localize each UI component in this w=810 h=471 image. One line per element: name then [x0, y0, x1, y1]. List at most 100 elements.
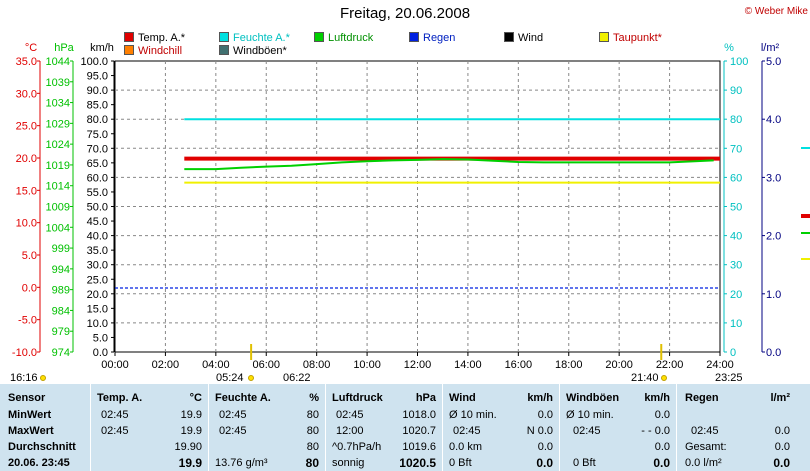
stats-gust-avg: 0.0 — [654, 441, 670, 453]
legend-pressure-label: Luftdruck — [328, 32, 374, 44]
stats-col-temp: Temp. A. °C 02:45 19.9 02:45 19.9 19.90 … — [90, 384, 208, 471]
stats-humidity-max: 80 — [306, 425, 319, 437]
x-tick-label-2: 04:00 — [202, 359, 230, 371]
stats-wind-avg: 0.0 — [537, 441, 553, 453]
humidity-tick-label-7: 30 — [730, 260, 742, 272]
wind-tick-label-7: 65.0 — [87, 158, 108, 170]
stats-row-current: 20.06. 23:45 — [8, 457, 70, 469]
pressure-tick-label-2: 1034 — [46, 98, 70, 110]
wind-tick-label-4: 80.0 — [87, 114, 108, 126]
rain-unit-label: l/m² — [761, 42, 780, 54]
stats-col-wind: Wind km/h Ø 10 min. 0.0 02:45 N 0.0 0.0 … — [442, 384, 559, 471]
stats-pressure-trend: ^0.7hPa/h — [332, 441, 382, 453]
wind-tick-label-1: 95.0 — [87, 71, 108, 83]
pressure-tick-label-6: 1014 — [46, 181, 70, 193]
wind-tick-label-9: 55.0 — [87, 187, 108, 199]
stats-col-rain: Regen l/m² 02:45 0.0 Gesamt: 0.0 0.0 l/m… — [676, 384, 796, 471]
stats-pressure-current: 1020.5 — [399, 456, 436, 470]
stats-temp-max: 19.9 — [180, 425, 202, 437]
stats-wind-avg-label: Ø 10 min. — [449, 409, 497, 421]
humidity-tick-label-9: 10 — [730, 318, 742, 330]
stats-humidity-title: Feuchte A. — [215, 392, 271, 404]
humidity-tick-label-10: 0 — [730, 347, 736, 359]
x-tick-label-9: 18:00 — [555, 359, 583, 371]
stats-rain-title: Regen — [685, 392, 719, 404]
humidity-tick-label-5: 50 — [730, 202, 742, 214]
pressure-tick-label-11: 989 — [52, 285, 70, 297]
x-tick-label-3: 06:00 — [252, 359, 280, 371]
pressure-tick-label-8: 1004 — [46, 222, 70, 234]
stats-humidity-max-time: 02:45 — [219, 425, 247, 437]
temp-unit-label: °C — [25, 42, 37, 54]
chart-title: Freitag, 20.06.2008 — [339, 5, 471, 22]
legend-dewpoint-swatch — [599, 32, 609, 42]
humidity-tick-label-2: 80 — [730, 114, 742, 126]
legend-pressure: Luftdruck — [314, 32, 373, 44]
stats-pressure-min-time: 02:45 — [336, 409, 364, 421]
legend-humidity-swatch — [219, 32, 229, 42]
x-tick-label-8: 16:00 — [505, 359, 533, 371]
stats-rain-current: 0.0 — [773, 456, 790, 470]
temp-tick-label-8: -5.0 — [18, 315, 37, 327]
legend-wind-swatch — [504, 32, 514, 42]
legend-rain: Regen — [409, 32, 455, 44]
stats-gust-title: Windböen — [566, 392, 620, 404]
x-tick-label-11: 22:00 — [656, 359, 684, 371]
stats-gust-max-time: 02:45 — [573, 425, 601, 437]
stats-gust-max: - - 0.0 — [641, 425, 670, 437]
legend-dewpoint: Taupunkt* — [599, 32, 662, 44]
x-tick-label-12: 24:00 — [706, 359, 734, 371]
humidity-tick-label-4: 60 — [730, 172, 742, 184]
pressure-tick-label-0: 1044 — [46, 56, 70, 68]
stats-pressure-max-time: 12:00 — [336, 425, 364, 437]
sun-icon — [40, 375, 46, 381]
stats-humidity-abs: 13.76 g/m³ — [215, 457, 268, 469]
sunset2-time: 23:25 — [715, 372, 743, 384]
legend-gust-label: Windböen* — [233, 45, 287, 57]
legend-temp-label: Temp. A.* — [138, 32, 186, 44]
stats-temp-title: Temp. A. — [97, 392, 143, 404]
pressure-tick-label-1: 1039 — [46, 77, 70, 89]
temp-tick-label-4: 15.0 — [16, 185, 37, 197]
x-tick-label-0: 00:00 — [101, 359, 129, 371]
pressure-tick-label-12: 984 — [52, 305, 70, 317]
stats-row-max: MaxWert — [8, 425, 54, 437]
humidity-tick-label-1: 90 — [730, 85, 742, 97]
stats-humidity-current: 80 — [305, 456, 319, 470]
legend-rain-swatch — [409, 32, 419, 42]
stats-temp-max-time: 02:45 — [101, 425, 129, 437]
wind-tick-label-15: 25.0 — [87, 274, 108, 286]
temp-tick-label-7: 0.0 — [22, 282, 37, 294]
temp-tick-label-6: 5.0 — [22, 250, 37, 262]
rain-tick-label-1: 4.0 — [766, 114, 781, 126]
stats-pressure-unit: hPa — [415, 392, 436, 404]
sun-left-time: 16:16 — [10, 372, 38, 384]
legend-temp: Temp. A.* — [124, 32, 185, 44]
legend-humidity-label: Feuchte A.* — [233, 32, 290, 44]
pressure-tick-label-10: 994 — [52, 264, 70, 276]
stats-gust-current: 0.0 — [653, 456, 670, 470]
wind-unit-label: km/h — [90, 42, 114, 54]
wind-tick-label-11: 45.0 — [87, 216, 108, 228]
stats-wind-bft: 0 Bft — [449, 457, 472, 469]
stats-rain-max: 0.0 — [774, 425, 790, 437]
copyright: © Weber Mike — [744, 6, 808, 17]
rain-tick-label-5: 0.0 — [766, 347, 781, 359]
wind-tick-label-18: 10.0 — [87, 318, 108, 330]
stats-table: Sensor MinWert MaxWert Durchschnitt 20.0… — [0, 384, 810, 471]
stats-gust-bft: 0 Bft — [573, 457, 596, 469]
wind-tick-label-13: 35.0 — [87, 245, 108, 257]
stats-pressure-avg: 1019.6 — [402, 441, 436, 453]
temp-tick-label-0: 35.0 — [16, 56, 37, 68]
stats-rain-today: 0.0 l/m² — [685, 457, 722, 469]
stats-col-sensor: Sensor MinWert MaxWert Durchschnitt 20.0… — [0, 384, 90, 471]
wind-tick-label-16: 20.0 — [87, 289, 108, 301]
x-tick-label-1: 02:00 — [152, 359, 180, 371]
pressure-tick-label-7: 1009 — [46, 202, 70, 214]
stats-wind-title: Wind — [449, 392, 476, 404]
pressure-tick-label-14: 974 — [52, 347, 70, 359]
stats-col-gust: Windböen km/h Ø 10 min. 0.0 02:45 - - 0.… — [559, 384, 676, 471]
wind-tick-label-12: 40.0 — [87, 231, 108, 243]
stats-wind-unit: km/h — [527, 392, 553, 404]
wind-tick-label-20: 0.0 — [93, 347, 108, 359]
